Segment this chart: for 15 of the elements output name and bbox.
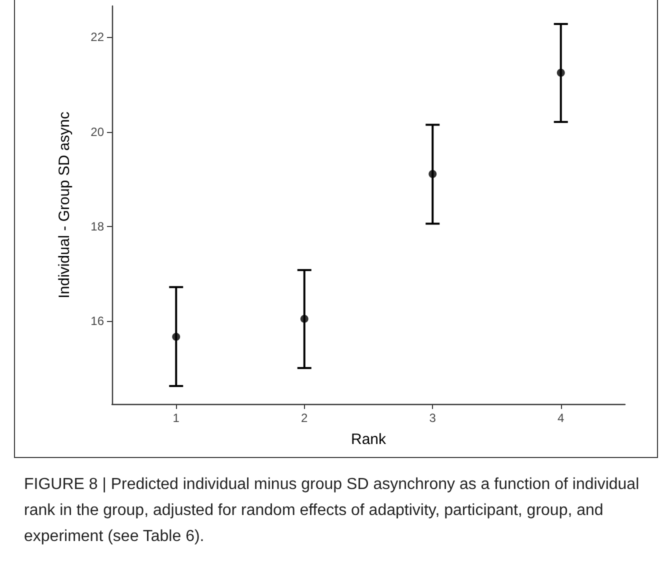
y-tick-label: 22 — [90, 30, 104, 44]
point — [172, 332, 180, 341]
point — [300, 314, 308, 323]
point — [556, 68, 565, 77]
y-tick-label: 20 — [90, 124, 104, 139]
caption: FIGURE 8 | Predicted individual minus group SD asynchrony as a function of individual rank in the group, adjusted for random effects of adaptivity, participant, group, and experiment (see Table 6). — [24, 475, 640, 547]
x-tick-label: 3 — [429, 411, 436, 425]
x-axis-title: Rank — [350, 431, 386, 448]
x-tick-label: 4 — [558, 411, 565, 425]
x-tick-label: 1 — [172, 411, 180, 425]
point — [428, 170, 437, 178]
y-tick-label: 16 — [90, 314, 104, 328]
x-tick-label: 2 — [301, 411, 308, 425]
y-tick-label: 18 — [90, 220, 104, 234]
y-axis-title: Individual - Group SD async — [56, 111, 73, 298]
